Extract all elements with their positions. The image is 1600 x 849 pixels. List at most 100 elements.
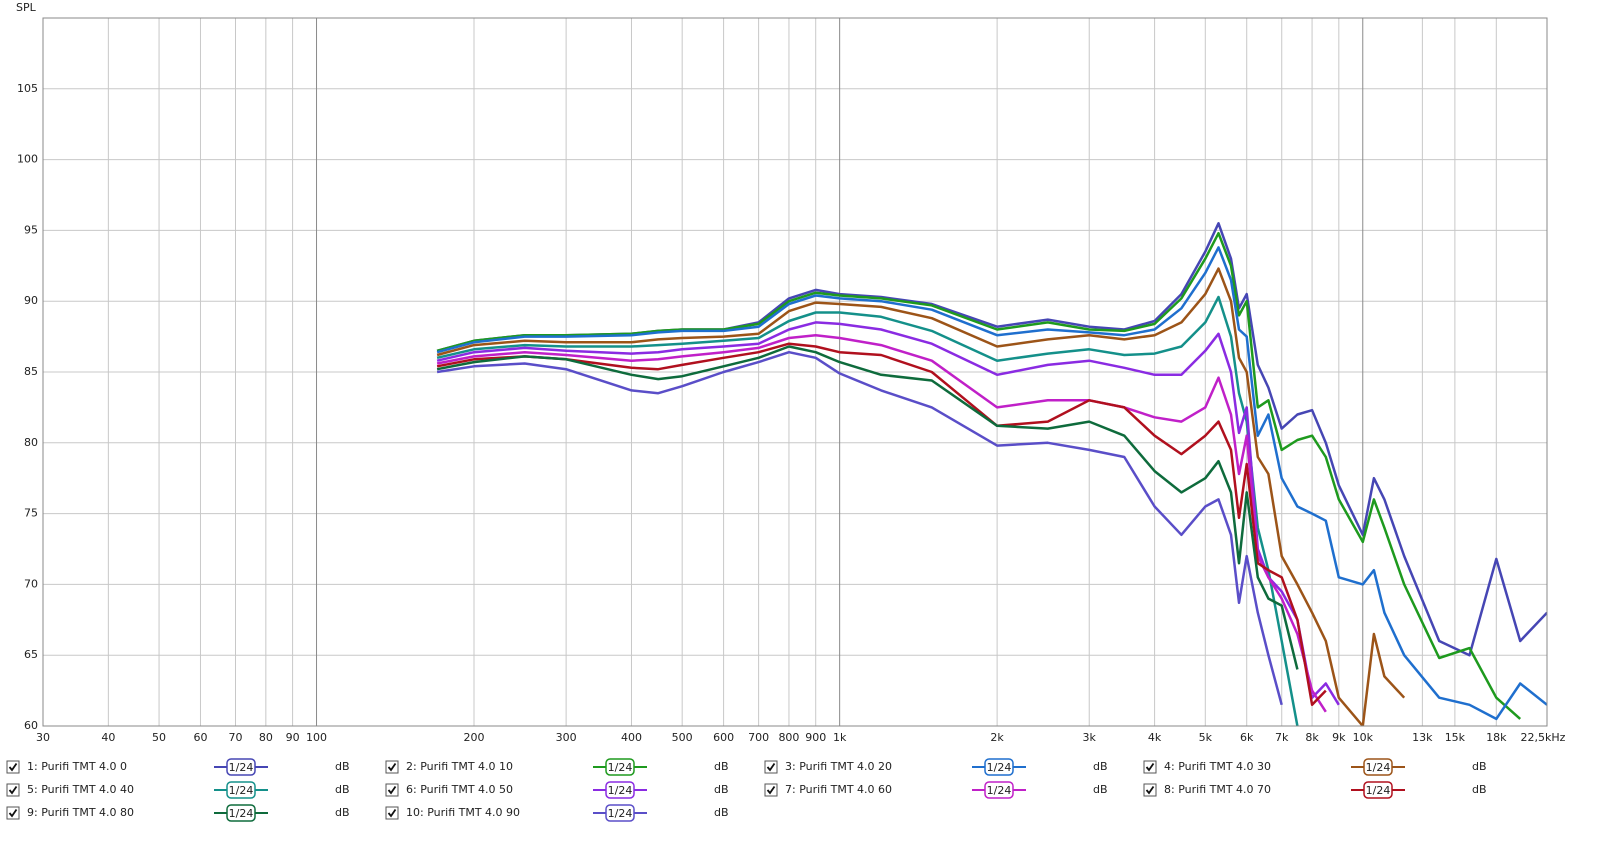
checkmark[interactable] [387, 808, 397, 818]
smoothing-label[interactable]: 1/24 [229, 784, 254, 797]
x-tick-label: 700 [748, 731, 769, 744]
y-tick-label: 90 [24, 294, 38, 307]
x-tick-label: 8k [1305, 731, 1319, 744]
legend-label[interactable]: 3: Purifi TMT 4.0 20 [785, 760, 892, 773]
x-tick-label: 200 [464, 731, 485, 744]
y-tick-label: 70 [24, 577, 38, 590]
legend-label[interactable]: 6: Purifi TMT 4.0 50 [406, 783, 513, 796]
y-tick-label: 85 [24, 365, 38, 378]
series-line [436, 342, 1327, 707]
smoothing-button[interactable] [1363, 781, 1393, 799]
x-tick-label: 2k [990, 731, 1004, 744]
unit-label[interactable]: dB [1093, 760, 1108, 773]
legend-label[interactable]: 4: Purifi TMT 4.0 30 [1164, 760, 1271, 773]
x-tick-label: 900 [805, 731, 826, 744]
checkmark[interactable] [8, 762, 18, 772]
x-tick-label: 15k [1445, 731, 1466, 744]
series-line [436, 350, 1283, 706]
x-tick-label: 400 [621, 731, 642, 744]
y-tick-label: 100 [17, 153, 38, 166]
x-tick-label: 3k [1083, 731, 1097, 744]
unit-label[interactable]: dB [1093, 783, 1108, 796]
x-tick-label: 6k [1240, 731, 1254, 744]
x-tick-label: 5k [1199, 731, 1213, 744]
smoothing-button[interactable] [226, 804, 256, 822]
checkmark[interactable] [766, 762, 776, 772]
unit-label[interactable]: dB [714, 760, 729, 773]
x-tick-label: 10k [1353, 731, 1374, 744]
smoothing-button[interactable] [605, 804, 635, 822]
y-tick-label: 75 [24, 507, 38, 520]
x-tick-label: 300 [556, 731, 577, 744]
x-tick-label: 50 [152, 731, 166, 744]
y-tick-label: 80 [24, 436, 38, 449]
smoothing-button[interactable] [984, 781, 1014, 799]
smoothing-label[interactable]: 1/24 [1366, 761, 1391, 774]
y-tick-label: 95 [24, 223, 38, 236]
unit-label[interactable]: dB [1472, 783, 1487, 796]
smoothing-label[interactable]: 1/24 [608, 784, 633, 797]
checkmark[interactable] [1145, 785, 1155, 795]
unit-label[interactable]: dB [335, 806, 350, 819]
smoothing-button[interactable] [226, 758, 256, 776]
x-tick-label: 90 [286, 731, 300, 744]
legend-label[interactable]: 10: Purifi TMT 4.0 90 [406, 806, 520, 819]
smoothing-button[interactable] [1363, 758, 1393, 776]
unit-label[interactable]: dB [1472, 760, 1487, 773]
smoothing-label[interactable]: 1/24 [987, 784, 1012, 797]
x-tick-label: 40 [101, 731, 115, 744]
unit-label[interactable]: dB [714, 783, 729, 796]
legend-label[interactable]: 5: Purifi TMT 4.0 40 [27, 783, 134, 796]
y-tick-label: 105 [17, 82, 38, 95]
smoothing-label[interactable]: 1/24 [987, 761, 1012, 774]
smoothing-button[interactable] [226, 781, 256, 799]
series-line [436, 267, 1406, 726]
smoothing-label[interactable]: 1/24 [608, 761, 633, 774]
series-line [436, 231, 1522, 720]
checkmark[interactable] [387, 762, 397, 772]
x-tick-label: 18k [1486, 731, 1507, 744]
smoothing-button[interactable] [605, 758, 635, 776]
checkmark[interactable] [8, 785, 18, 795]
series-line [436, 295, 1299, 726]
series-line [436, 246, 1547, 721]
x-tick-label: 80 [259, 731, 273, 744]
unit-label[interactable]: dB [335, 783, 350, 796]
x-tick-label: 500 [672, 731, 693, 744]
x-tick-label: 7k [1275, 731, 1289, 744]
x-tick-label: 800 [778, 731, 799, 744]
y-axis-label: SPL [16, 1, 37, 14]
series-line [436, 345, 1299, 670]
smoothing-button[interactable] [605, 781, 635, 799]
checkmark[interactable] [8, 808, 18, 818]
x-tick-label: 70 [228, 731, 242, 744]
x-tick-label: 13k [1412, 731, 1433, 744]
legend-label[interactable]: 9: Purifi TMT 4.0 80 [27, 806, 134, 819]
smoothing-label[interactable]: 1/24 [608, 807, 633, 820]
legend-label[interactable]: 8: Purifi TMT 4.0 70 [1164, 783, 1271, 796]
smoothing-label[interactable]: 1/24 [229, 807, 254, 820]
x-tick-label: 1k [833, 731, 847, 744]
checkmark[interactable] [766, 785, 776, 795]
x-tick-label: 60 [193, 731, 207, 744]
y-tick-label: 65 [24, 648, 38, 661]
x-tick-label: 600 [713, 731, 734, 744]
unit-label[interactable]: dB [335, 760, 350, 773]
y-tick-label: 60 [24, 719, 38, 732]
unit-label[interactable]: dB [714, 806, 729, 819]
legend-label[interactable]: 1: Purifi TMT 4.0 0 [27, 760, 127, 773]
legend-label[interactable]: 7: Purifi TMT 4.0 60 [785, 783, 892, 796]
x-tick-label: 30 [36, 731, 50, 744]
legend-label[interactable]: 2: Purifi TMT 4.0 10 [406, 760, 513, 773]
x-tick-label: 100 [306, 731, 327, 744]
smoothing-label[interactable]: 1/24 [1366, 784, 1391, 797]
x-tick-label: 9k [1332, 731, 1346, 744]
checkmark[interactable] [1145, 762, 1155, 772]
x-tick-label: 4k [1148, 731, 1162, 744]
checkmark[interactable] [387, 785, 397, 795]
smoothing-button[interactable] [984, 758, 1014, 776]
smoothing-label[interactable]: 1/24 [229, 761, 254, 774]
plot-border [42, 17, 1548, 727]
x-tick-label: 22,5kHz [1521, 731, 1566, 744]
